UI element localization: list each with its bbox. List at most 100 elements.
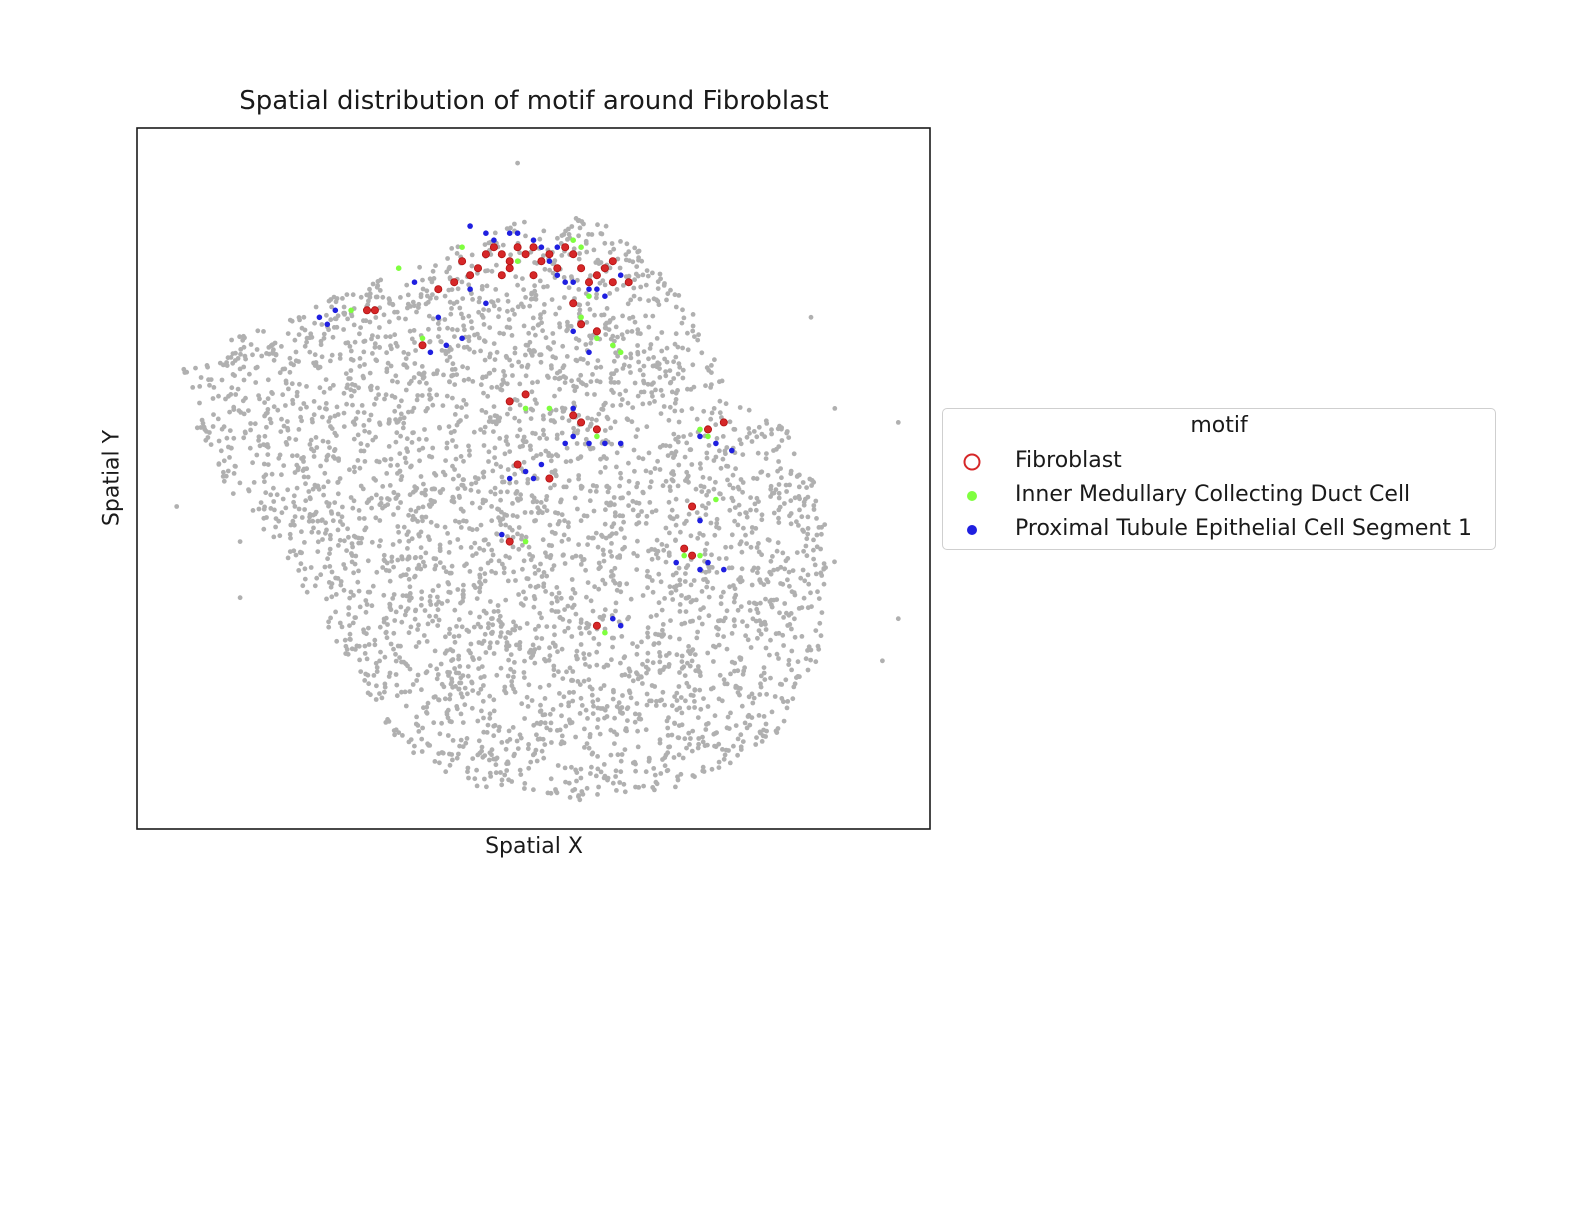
background-cell-point	[405, 606, 411, 611]
background-cell-point	[412, 555, 418, 561]
background-cell-point	[586, 745, 592, 751]
background-cell-point	[237, 539, 243, 544]
background-cell-point	[549, 543, 555, 549]
background-cell-point	[614, 704, 620, 709]
background-cell-point	[670, 572, 676, 578]
background-cell-point	[449, 563, 455, 569]
background-cell-point	[723, 556, 729, 561]
background-cell-point	[672, 721, 678, 726]
background-cell-point	[546, 682, 552, 688]
background-cell-point	[784, 489, 789, 494]
background-cell-point	[230, 491, 236, 496]
background-cell-point	[411, 750, 416, 756]
background-cell-point	[380, 484, 386, 489]
background-cell-point	[210, 396, 216, 401]
background-cell-point	[781, 615, 786, 620]
background-cell-point	[529, 389, 535, 395]
background-cell-point	[805, 605, 811, 611]
background-cell-point	[251, 480, 257, 485]
background-cell-point	[412, 484, 418, 490]
background-cell-point	[318, 338, 324, 344]
background-cell-point	[370, 351, 375, 356]
background-cell-point	[387, 578, 393, 584]
background-cell-point	[672, 292, 678, 298]
background-cell-point	[353, 534, 359, 540]
background-cell-point	[740, 619, 745, 624]
background-cell-point	[591, 703, 596, 709]
background-cell-point	[669, 507, 675, 513]
background-cell-point	[332, 413, 338, 419]
background-cell-point	[327, 551, 332, 556]
background-cell-point	[419, 393, 425, 398]
background-cell-point	[419, 749, 425, 754]
background-cell-point	[448, 430, 454, 436]
background-cell-point	[727, 760, 733, 766]
background-cell-point	[487, 325, 493, 330]
background-cell-point	[457, 305, 463, 311]
background-cell-point	[696, 741, 701, 747]
background-cell-point	[454, 251, 460, 256]
background-cell-point	[604, 704, 610, 709]
background-cell-point	[458, 711, 464, 717]
background-cell-point	[378, 538, 383, 543]
background-cell-point	[585, 301, 591, 307]
background-cell-point	[667, 380, 673, 386]
background-cell-point	[331, 454, 336, 460]
background-cell-point	[357, 331, 362, 337]
background-cell-point	[766, 537, 772, 543]
background-cell-point	[708, 416, 714, 422]
background-cell-point	[381, 619, 387, 625]
background-cell-point	[492, 413, 498, 419]
background-cell-point	[660, 689, 666, 695]
background-cell-point	[788, 498, 794, 504]
background-cell-point	[675, 388, 680, 393]
background-cell-point	[673, 522, 679, 528]
background-cell-point	[197, 384, 203, 389]
background-cell-point	[704, 365, 710, 371]
background-cell-point	[617, 780, 623, 785]
background-cell-point	[723, 544, 728, 550]
background-cell-point	[229, 337, 235, 343]
background-cell-point	[395, 505, 401, 511]
background-cell-point	[814, 544, 820, 550]
background-cell-point	[602, 240, 608, 246]
background-cell-point	[515, 282, 520, 288]
background-cell-point	[541, 570, 547, 575]
background-cell-point	[330, 334, 336, 340]
background-cell-point	[653, 387, 658, 393]
background-cell-point	[609, 657, 614, 663]
background-cell-point	[250, 352, 255, 358]
background-cell-point	[500, 479, 505, 485]
background-cell-point	[746, 407, 752, 413]
background-cell-point	[373, 315, 379, 320]
background-cell-point	[174, 504, 180, 509]
background-cell-point	[597, 731, 603, 737]
background-cell-point	[480, 315, 486, 320]
background-cell-point	[453, 684, 458, 689]
background-cell-point	[319, 517, 325, 523]
point-fibroblast	[362, 306, 371, 315]
background-cell-point	[516, 418, 522, 424]
background-cell-point	[700, 532, 706, 538]
point-proximal-tubule-epithelial-cell-segment-1	[570, 328, 576, 335]
background-cell-point	[268, 506, 274, 511]
background-cell-point	[523, 295, 528, 300]
background-cell-point	[714, 520, 720, 526]
background-cell-point	[398, 500, 403, 505]
background-cell-point	[393, 609, 399, 615]
background-cell-point	[216, 438, 222, 444]
background-cell-point	[762, 677, 768, 682]
background-cell-point	[384, 350, 389, 356]
point-inner-medullary-collecting-duct-cell	[522, 538, 529, 545]
background-cell-point	[349, 382, 355, 387]
background-cell-point	[380, 565, 386, 570]
background-cell-point	[683, 698, 688, 704]
background-cell-point	[532, 283, 537, 289]
background-cell-point	[395, 462, 400, 468]
background-cell-point	[476, 690, 481, 696]
background-cell-point	[511, 669, 517, 675]
background-cell-point	[445, 531, 450, 536]
background-cell-point	[332, 447, 338, 452]
background-cell-point	[697, 687, 703, 693]
background-cell-point	[674, 690, 680, 696]
